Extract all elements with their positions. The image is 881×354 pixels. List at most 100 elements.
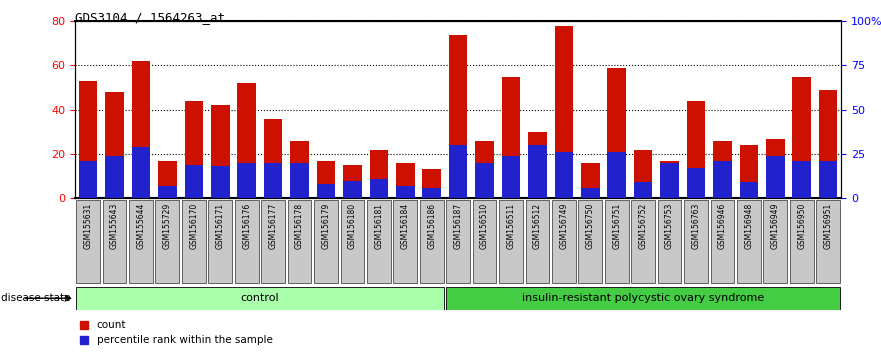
Text: disease state: disease state <box>1 293 70 303</box>
FancyBboxPatch shape <box>499 200 522 283</box>
Bar <box>528 132 546 198</box>
FancyBboxPatch shape <box>447 200 470 283</box>
FancyBboxPatch shape <box>77 287 444 310</box>
Bar <box>396 163 414 198</box>
FancyBboxPatch shape <box>473 200 497 283</box>
Bar <box>291 141 308 198</box>
Text: control: control <box>241 293 279 303</box>
Bar <box>185 101 203 198</box>
Text: GSM156753: GSM156753 <box>665 202 674 249</box>
Bar <box>132 147 150 198</box>
FancyBboxPatch shape <box>657 200 682 283</box>
FancyBboxPatch shape <box>552 200 575 283</box>
Bar <box>291 163 308 198</box>
Bar <box>819 90 837 198</box>
Text: GSM156178: GSM156178 <box>295 202 304 249</box>
FancyBboxPatch shape <box>710 200 734 283</box>
Text: GSM156510: GSM156510 <box>480 202 489 249</box>
Bar <box>343 181 361 198</box>
Text: GSM156186: GSM156186 <box>427 202 436 249</box>
Text: GSM155631: GSM155631 <box>84 202 93 249</box>
Bar <box>661 163 678 198</box>
FancyBboxPatch shape <box>420 200 444 283</box>
Bar <box>581 188 599 198</box>
Text: insulin-resistant polycystic ovary syndrome: insulin-resistant polycystic ovary syndr… <box>522 293 764 303</box>
Bar <box>819 161 837 198</box>
Text: GSM156946: GSM156946 <box>718 202 727 249</box>
Text: GSM156763: GSM156763 <box>692 202 700 249</box>
FancyBboxPatch shape <box>604 200 628 283</box>
Text: GSM156950: GSM156950 <box>797 202 806 249</box>
Bar <box>714 141 731 198</box>
Text: GSM156171: GSM156171 <box>216 202 225 249</box>
FancyBboxPatch shape <box>208 200 233 283</box>
FancyBboxPatch shape <box>155 200 180 283</box>
Text: GSM156949: GSM156949 <box>771 202 780 249</box>
Text: GSM156749: GSM156749 <box>559 202 568 249</box>
Bar <box>740 182 758 198</box>
Bar <box>476 163 493 198</box>
Text: GSM156181: GSM156181 <box>374 202 383 249</box>
FancyBboxPatch shape <box>314 200 338 283</box>
Bar <box>370 149 388 198</box>
Bar <box>106 156 123 198</box>
FancyBboxPatch shape <box>181 200 206 283</box>
Bar <box>528 145 546 198</box>
Text: GSM156751: GSM156751 <box>612 202 621 249</box>
FancyBboxPatch shape <box>817 200 840 283</box>
Bar <box>740 145 758 198</box>
FancyBboxPatch shape <box>632 200 655 283</box>
Text: GDS3104 / 1564263_at: GDS3104 / 1564263_at <box>75 11 225 24</box>
Bar <box>106 92 123 198</box>
Text: GSM156177: GSM156177 <box>269 202 278 249</box>
Bar <box>211 105 229 198</box>
Bar <box>502 76 520 198</box>
Bar <box>238 163 256 198</box>
Bar <box>448 34 467 198</box>
Bar <box>766 138 784 198</box>
Text: GSM156511: GSM156511 <box>507 202 515 249</box>
Bar <box>766 156 784 198</box>
Bar <box>555 152 573 198</box>
FancyBboxPatch shape <box>789 200 813 283</box>
Text: GSM156752: GSM156752 <box>639 202 648 249</box>
Bar <box>607 152 626 198</box>
FancyBboxPatch shape <box>393 200 418 283</box>
Text: GSM155643: GSM155643 <box>110 202 119 249</box>
Bar <box>714 161 731 198</box>
Bar <box>211 166 229 198</box>
Text: GSM156512: GSM156512 <box>533 202 542 249</box>
FancyBboxPatch shape <box>578 200 603 283</box>
Bar <box>792 161 811 198</box>
Bar <box>264 119 282 198</box>
Bar <box>792 76 811 198</box>
Bar <box>317 161 335 198</box>
Bar <box>370 179 388 198</box>
FancyBboxPatch shape <box>102 200 127 283</box>
Text: GSM156179: GSM156179 <box>322 202 330 249</box>
Text: GSM155644: GSM155644 <box>137 202 145 249</box>
Bar <box>634 149 652 198</box>
Bar <box>555 26 573 198</box>
Text: GSM156176: GSM156176 <box>242 202 251 249</box>
FancyBboxPatch shape <box>234 200 259 283</box>
FancyBboxPatch shape <box>525 200 550 283</box>
Bar <box>423 170 440 198</box>
FancyBboxPatch shape <box>77 200 100 283</box>
FancyBboxPatch shape <box>340 200 365 283</box>
Bar <box>687 101 705 198</box>
Bar <box>317 184 335 198</box>
Bar <box>607 68 626 198</box>
Text: GSM156180: GSM156180 <box>348 202 357 249</box>
Bar <box>343 165 361 198</box>
FancyBboxPatch shape <box>261 200 285 283</box>
FancyBboxPatch shape <box>130 200 153 283</box>
Legend: count, percentile rank within the sample: count, percentile rank within the sample <box>80 320 272 346</box>
Bar <box>159 186 176 198</box>
Bar <box>159 161 176 198</box>
Bar <box>396 186 414 198</box>
FancyBboxPatch shape <box>763 200 788 283</box>
Bar <box>185 165 203 198</box>
Bar <box>264 163 282 198</box>
Text: GSM155729: GSM155729 <box>163 202 172 249</box>
